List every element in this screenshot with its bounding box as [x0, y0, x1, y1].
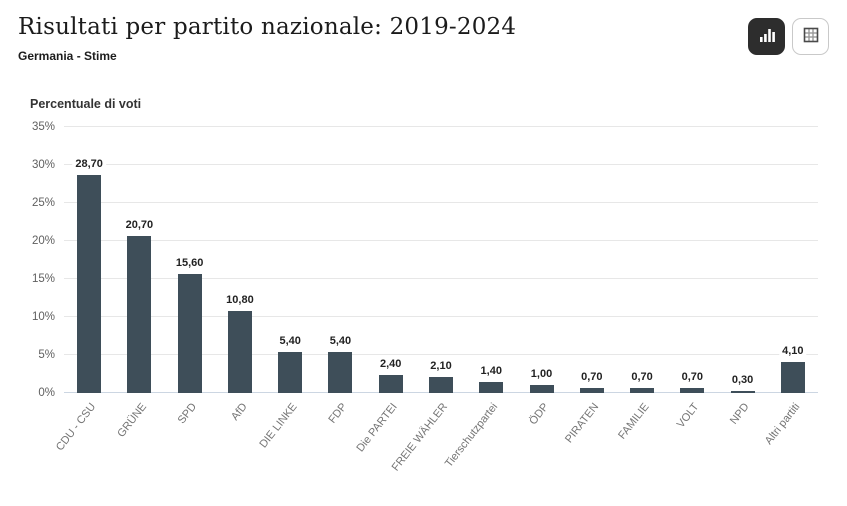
gridline — [64, 240, 818, 241]
y-axis-tick-label: 25% — [31, 197, 55, 209]
bar-value-label: 1,40 — [477, 365, 505, 379]
bar — [428, 377, 453, 393]
bar-column: 5,40 DIE LINKE — [257, 127, 315, 450]
y-axis-tick-label: 0% — [38, 387, 55, 399]
y-axis-tick-label: 35% — [31, 121, 55, 133]
bar-value-label: 28,70 — [72, 157, 106, 171]
bar — [579, 387, 604, 393]
x-axis-category-label: Die PARTEI — [354, 401, 401, 455]
bar-value-label: 1,00 — [527, 368, 556, 382]
bar — [780, 361, 805, 393]
x-axis-category-label: FREIE WÄHLER — [390, 401, 451, 474]
y-axis-tick-label: 30% — [31, 159, 55, 171]
bar — [529, 385, 554, 393]
y-axis-tick-label: 5% — [38, 349, 55, 361]
gridline — [64, 316, 818, 317]
table-view-button[interactable] — [792, 18, 829, 55]
bar — [177, 274, 202, 393]
bar-value-label: 0,70 — [678, 370, 707, 384]
view-toggle — [748, 18, 829, 55]
bar-column: 2,40 Die PARTEI — [355, 127, 416, 454]
bar — [730, 390, 755, 393]
bar-value-label: 2,10 — [427, 360, 455, 374]
bar-column: 0,70 FAMILIE — [616, 127, 667, 442]
bar-column: 15,60 SPD — [165, 127, 215, 426]
chart: Percentuale di voti 0% 5% 10% 15% 20% 25% 30% 3… — [18, 97, 829, 473]
bar-value-label: 2,40 — [377, 357, 405, 371]
x-axis-category-label: SPD — [175, 401, 200, 427]
bar-column: 0,70 VOLT — [667, 127, 717, 430]
bar — [127, 235, 152, 393]
bar-value-label: 5,40 — [326, 334, 355, 348]
bar-column: 5,40 FDP — [315, 127, 365, 426]
bar-column: 4,10 Altri partiti — [763, 127, 818, 447]
bar-column: 20,70 GRÜNE — [114, 127, 164, 440]
header: Risultati per partito nazionale: 2019-20… — [18, 12, 829, 63]
x-axis-category-label: PIRATEN — [562, 401, 602, 446]
x-axis-category-label: Altri partiti — [762, 401, 803, 447]
bar-value-label: 0,30 — [728, 373, 757, 387]
x-axis-category-label: DIE LINKE — [257, 401, 300, 451]
bar — [328, 351, 353, 393]
page-title: Risultati per partito nazionale: 2019-20… — [18, 14, 517, 40]
bar-value-label: 15,60 — [172, 257, 207, 271]
bar-chart-icon — [757, 25, 777, 48]
gridline — [64, 126, 818, 127]
x-axis-category-label: NPD — [728, 401, 753, 427]
x-axis-category-label: Tierschutzpartei — [443, 401, 501, 470]
bar — [77, 174, 102, 393]
bar-value-label: 20,70 — [122, 218, 157, 232]
gridline — [64, 278, 818, 279]
bar-column: 0,70 PIRATEN — [563, 127, 617, 445]
bar — [378, 374, 403, 393]
gridline — [64, 164, 818, 165]
bar — [680, 387, 705, 393]
bar — [630, 387, 655, 393]
y-axis-tick-label: 10% — [31, 311, 55, 323]
bar-column: 1,00 ÖDP — [516, 127, 566, 427]
gridline — [64, 354, 818, 355]
x-axis-category-label: AfD — [228, 401, 250, 423]
bar-value-label: 10,80 — [223, 293, 257, 307]
x-axis-category-label: VOLT — [675, 401, 702, 431]
x-axis-category-label: FAMILIE — [616, 401, 652, 442]
y-axis-title: Percentuale di voti — [30, 97, 142, 111]
x-axis-category-label: ÖDP — [526, 401, 551, 428]
plot-area: 0% 5% 10% 15% 20% 25% 30% 35% 28,70 CDU - CSU 20,7… — [32, 121, 818, 473]
page-subtitle: Germania - Stime — [18, 49, 117, 63]
x-axis-category-label: CDU - CSU — [54, 401, 99, 454]
title-block: Risultati per partito nazionale: 2019-20… — [18, 12, 516, 63]
bar-column: 1,40 Tierschutzpartei — [443, 127, 516, 470]
gridline — [64, 202, 818, 203]
table-grid-icon — [801, 25, 821, 48]
bar-column: 2,10 FREIE WÄHLER — [390, 127, 466, 473]
x-axis-category-label: GRÜNE — [114, 401, 149, 440]
y-axis-tick-label: 20% — [31, 235, 55, 247]
x-axis-category-label: FDP — [326, 401, 350, 426]
chart-view-button[interactable] — [748, 18, 785, 55]
bar — [227, 310, 252, 393]
bar — [278, 351, 303, 393]
bar — [479, 382, 504, 393]
bar-series: 28,70 CDU - CSU 20,70 GRÜNE 15,60 SPD 10,80 AfD… — [54, 127, 818, 473]
bar-column: 0,30 NPD — [717, 127, 767, 427]
bar-value-label: 5,40 — [276, 334, 304, 348]
bar-column: 10,80 AfD — [215, 127, 265, 423]
bar-column: 28,70 CDU - CSU — [54, 127, 114, 453]
y-axis-tick-label: 15% — [31, 273, 55, 285]
bar-value-label: 0,70 — [628, 370, 656, 384]
bar-value-label: 0,70 — [578, 370, 606, 384]
bar-value-label: 4,10 — [779, 344, 807, 358]
